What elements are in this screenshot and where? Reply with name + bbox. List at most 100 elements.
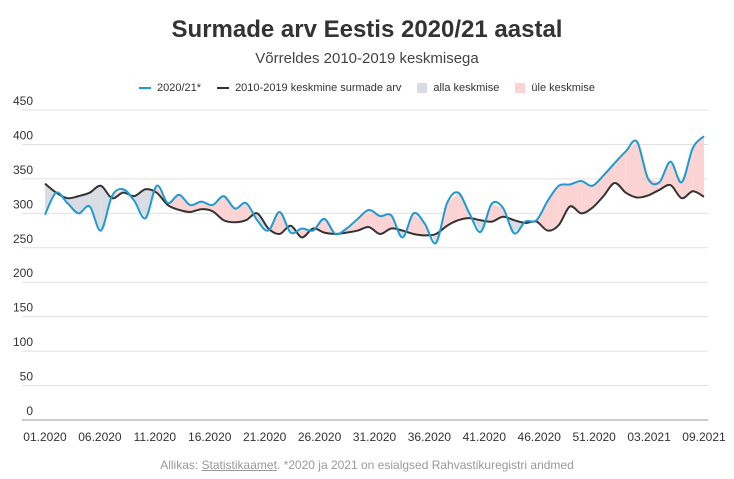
data-point-average <box>480 219 482 221</box>
data-point-average <box>156 192 158 194</box>
data-point-average <box>145 188 147 190</box>
data-point-average <box>502 216 504 218</box>
data-point-current <box>379 215 381 217</box>
source-link[interactable]: Statistikaamet <box>201 458 277 472</box>
data-point-average <box>267 227 269 229</box>
data-point-current <box>625 150 627 152</box>
legend-item-below[interactable]: alla keskmise <box>417 82 499 94</box>
data-point-average <box>55 192 57 194</box>
chart-title: Surmade arv Eestis 2020/21 aastal <box>171 16 563 43</box>
legend-item-current[interactable]: 2020/21* <box>139 82 201 94</box>
data-point-average <box>535 221 537 223</box>
legend-item-above[interactable]: üle keskmise <box>515 82 595 94</box>
y-tick-label: 350 <box>13 163 33 177</box>
x-tick-label: 31.2020 <box>353 430 397 444</box>
source-suffix: . *2020 ja 2021 on esialgsed Rahvastikur… <box>276 458 574 472</box>
data-point-average <box>491 221 493 223</box>
area-above-average <box>558 184 570 226</box>
data-point-average <box>614 182 616 184</box>
data-point-current <box>491 203 493 205</box>
data-point-average <box>446 225 448 227</box>
data-point-average <box>223 219 225 221</box>
area-above-average <box>179 194 191 212</box>
area-above-average <box>212 196 224 221</box>
data-point-current <box>156 185 158 187</box>
x-tick-label: 11.2020 <box>134 430 177 444</box>
legend-swatch-average <box>217 87 230 89</box>
area-above-average <box>569 180 582 214</box>
data-point-average <box>390 227 392 229</box>
data-point-average <box>513 219 515 221</box>
data-point-average <box>636 196 638 198</box>
area-below-average <box>78 192 90 214</box>
x-tick-label: 03.2021 <box>627 430 671 444</box>
data-point-average <box>212 210 214 212</box>
data-point-current <box>457 192 459 194</box>
x-tick-label: 21.2020 <box>243 430 287 444</box>
data-point-average <box>703 196 705 198</box>
area-above-average <box>223 196 235 223</box>
area-below-average <box>431 234 436 243</box>
data-point-current <box>591 185 593 187</box>
area-above-average <box>458 192 470 221</box>
area-above-average <box>603 163 615 197</box>
legend-item-average[interactable]: 2010-2019 keskmine surmade arv <box>217 82 401 94</box>
data-point-average <box>357 230 359 232</box>
data-point-average <box>647 194 649 196</box>
y-tick-label: 100 <box>13 335 33 349</box>
data-point-current <box>368 209 370 211</box>
y-tick-label: 50 <box>20 370 34 384</box>
data-point-average <box>78 195 80 197</box>
area-above-average <box>547 185 559 231</box>
data-point-average <box>334 233 336 235</box>
legend-swatch-below <box>417 83 428 93</box>
data-point-average <box>692 190 694 192</box>
data-point-current <box>189 204 191 206</box>
data-point-average <box>89 192 91 194</box>
y-tick-label: 300 <box>13 197 33 211</box>
data-point-average <box>401 230 403 232</box>
data-point-current <box>212 204 214 206</box>
data-point-current <box>100 230 102 232</box>
data-point-average <box>457 219 459 221</box>
legend-label-current: 2020/21* <box>157 82 202 94</box>
data-point-current <box>167 202 169 204</box>
data-point-average <box>312 227 314 229</box>
data-point-current <box>446 202 448 204</box>
y-tick-label: 450 <box>13 94 33 108</box>
data-point-current <box>312 230 314 232</box>
data-point-current <box>301 227 303 229</box>
data-point-current <box>669 161 671 163</box>
data-point-current <box>346 227 348 229</box>
data-point-average <box>279 233 281 235</box>
y-tick-label: 200 <box>13 266 33 280</box>
data-point-average <box>580 212 582 214</box>
data-point-average <box>413 233 415 235</box>
x-tick-label: 36.2020 <box>408 430 452 444</box>
data-point-average <box>200 208 202 210</box>
data-point-average <box>323 232 325 234</box>
data-point-current <box>580 180 582 182</box>
area-above-average <box>269 211 280 234</box>
area-above-average <box>692 136 704 197</box>
data-point-average <box>547 230 549 232</box>
y-tick-label: 400 <box>13 128 33 142</box>
data-point-current <box>323 218 325 220</box>
x-tick-label: 41.2020 <box>463 430 507 444</box>
data-point-average <box>569 205 571 207</box>
data-point-current <box>614 162 616 164</box>
data-point-average <box>167 204 169 206</box>
area-above-average <box>659 161 671 190</box>
x-tick-label: 06.2020 <box>78 430 122 444</box>
x-tick-label: 09.2021 <box>682 430 726 444</box>
data-point-average <box>234 221 236 223</box>
x-tick-label: 26.2020 <box>298 430 342 444</box>
data-point-average <box>658 189 660 191</box>
data-point-average <box>290 225 292 227</box>
y-tick-label: 250 <box>13 232 33 246</box>
source-note: Allikas: Statistikaamet. *2020 ja 2021 o… <box>0 458 734 472</box>
area-above-average <box>625 141 637 198</box>
data-point-average <box>591 207 593 209</box>
source-prefix: Allikas: <box>160 458 202 472</box>
